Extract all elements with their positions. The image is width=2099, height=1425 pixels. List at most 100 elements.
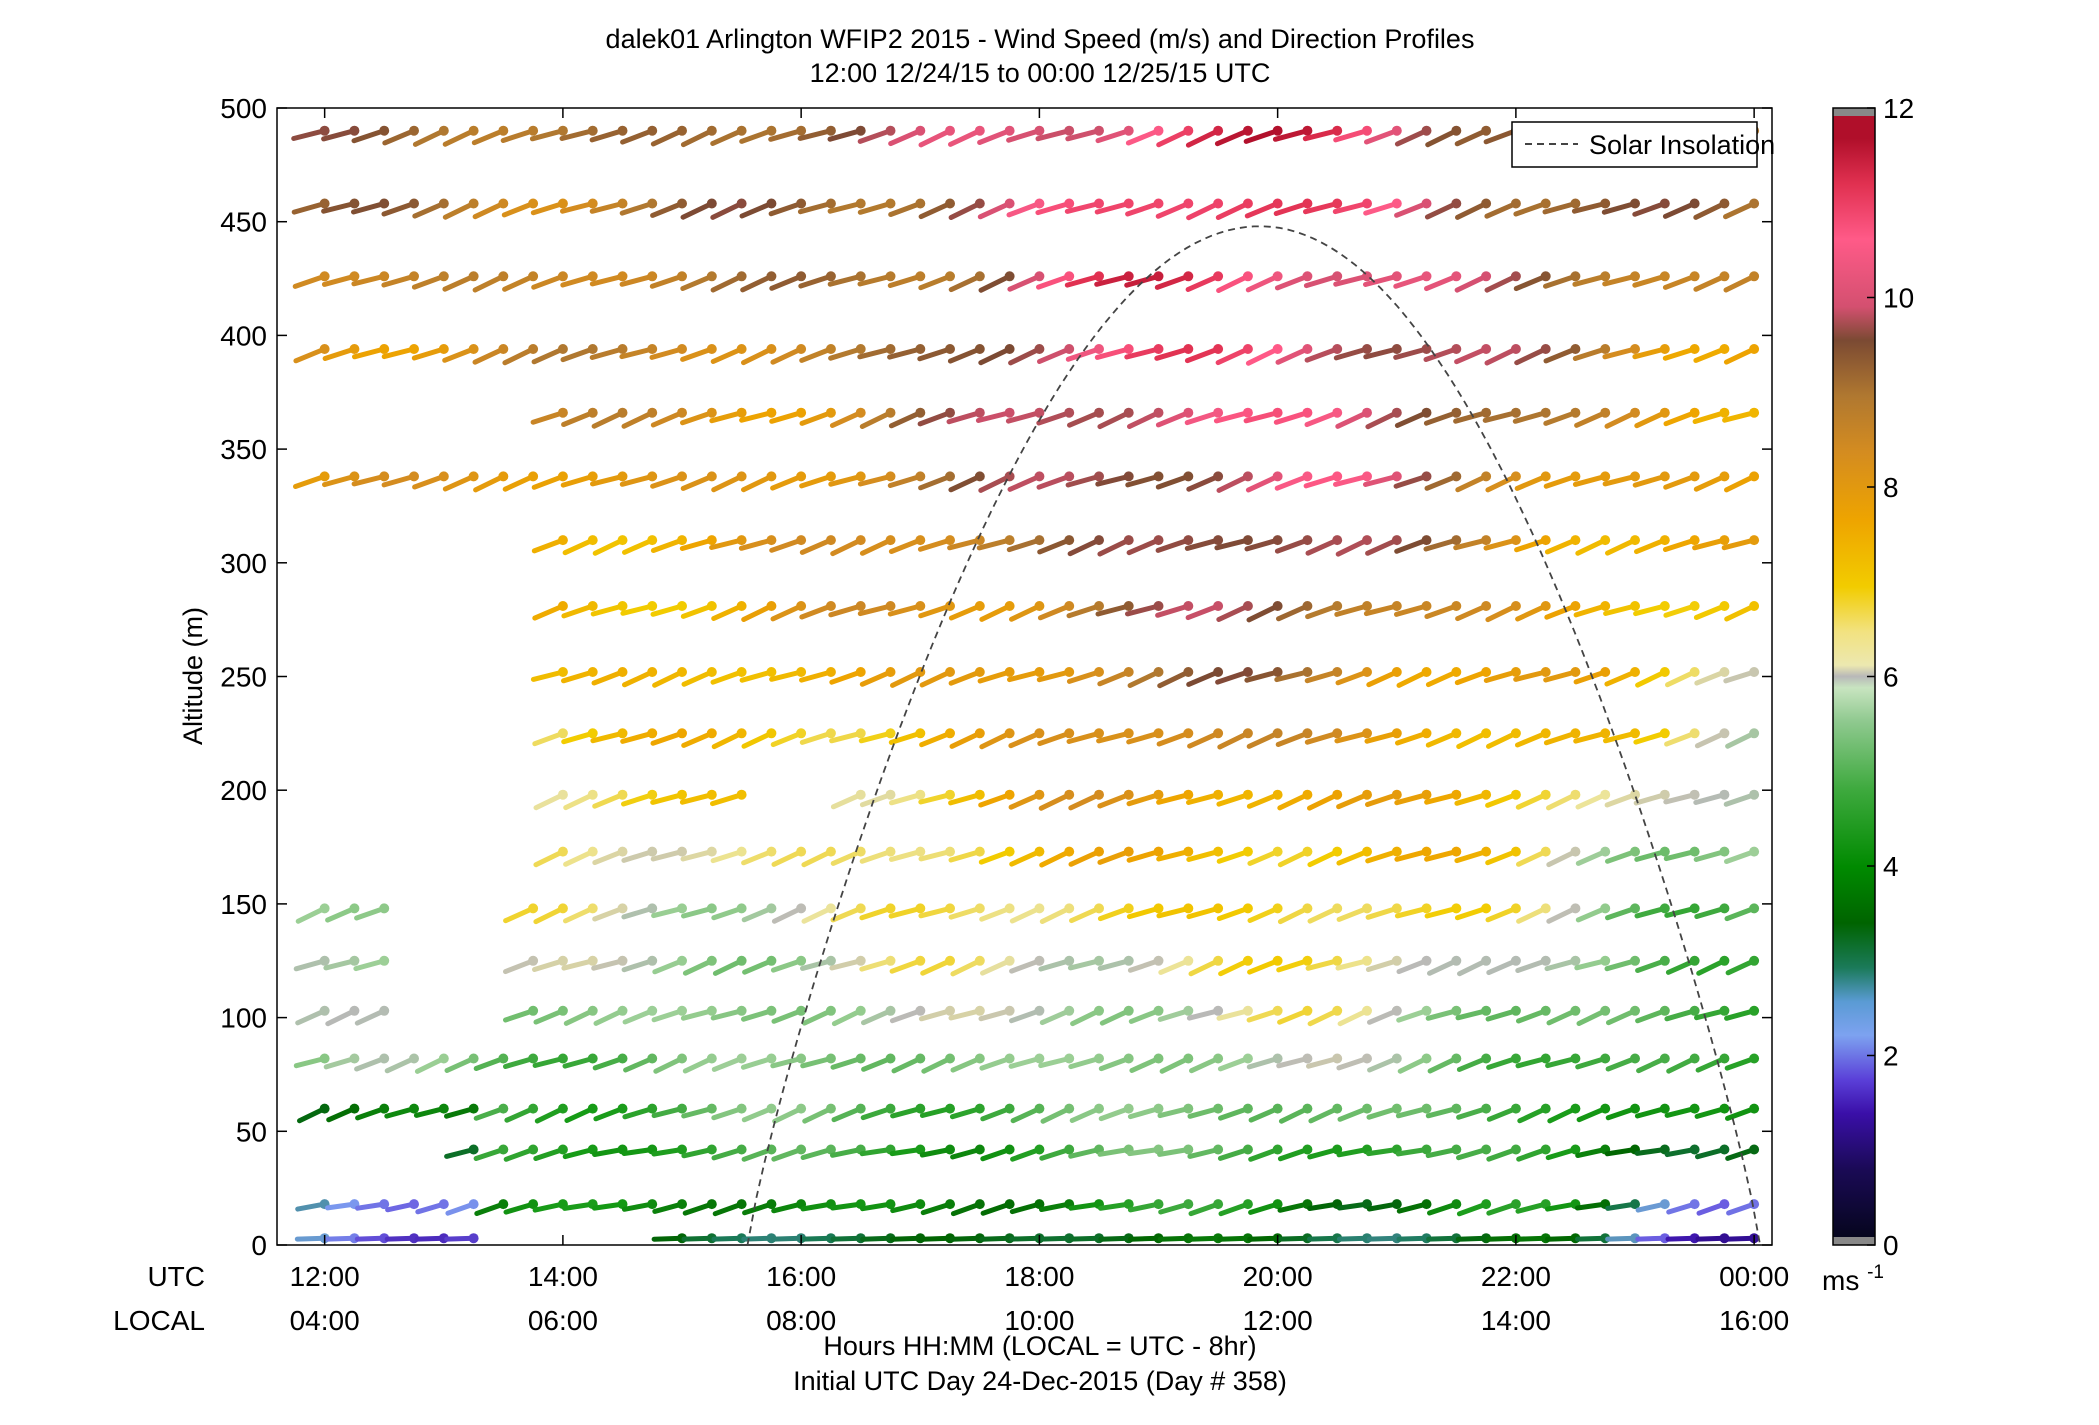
wind-barb-stick — [1632, 273, 1668, 288]
wind-barb-stick — [1693, 473, 1727, 492]
wind-barb-stick — [1156, 905, 1191, 919]
wind-barb-dot — [1332, 1005, 1343, 1016]
wind-barb-stick — [1275, 730, 1310, 747]
wind-barb-dot — [1570, 407, 1581, 418]
wind-barb-stick — [650, 792, 685, 805]
wind-barb-dot — [349, 125, 360, 136]
wind-barb-stick — [799, 537, 834, 555]
wind-barb-dot — [1362, 728, 1372, 739]
wind-barb-dot — [945, 846, 955, 857]
wind-barb-stick — [472, 346, 506, 365]
wind-barb-stick — [946, 410, 983, 425]
wind-barb-stick — [473, 473, 506, 493]
wind-barb-stick — [1243, 128, 1281, 144]
wind-barb-stick — [918, 201, 953, 220]
wind-barb-dot — [1749, 789, 1760, 800]
wind-barb-stick — [650, 730, 685, 746]
wind-barb-dot — [617, 789, 628, 800]
wind-barb-dot — [379, 198, 390, 209]
wind-barb-stick — [741, 730, 774, 749]
wind-barb-stick — [1364, 730, 1400, 744]
wind-barb-dot — [796, 601, 807, 611]
wind-barb-stick — [1277, 905, 1310, 925]
wind-barb-dot — [319, 955, 330, 966]
wind-barb-dot — [885, 1053, 896, 1064]
wind-barb-dot — [796, 344, 807, 354]
wind-barb-dot — [1034, 728, 1045, 739]
wind-barb-dot — [915, 789, 926, 800]
wind-barb-dot — [855, 125, 866, 136]
wind-barb-stick — [917, 537, 953, 552]
wind-barb-dot — [1213, 601, 1224, 611]
wind-barb-dot — [1540, 728, 1551, 739]
wind-barb-stick — [1125, 603, 1161, 617]
wind-barb-dot — [1272, 601, 1283, 611]
wind-barb-dot — [1213, 407, 1224, 418]
wind-barb-dot — [1094, 667, 1104, 677]
wind-barb-dot — [736, 535, 747, 546]
wind-barb-stick — [562, 537, 596, 556]
wind-barb-dot — [1719, 1199, 1730, 1210]
wind-barb-dot — [1332, 535, 1343, 546]
wind-barb-dot — [468, 344, 479, 354]
wind-barb-dot — [915, 728, 926, 739]
wind-barb-dot — [1570, 1144, 1581, 1155]
wind-barb-dot — [557, 728, 568, 739]
wind-barb-stick — [1094, 273, 1132, 287]
wind-barb-stick — [1424, 473, 1459, 491]
wind-barb-dot — [945, 344, 955, 354]
wind-barb-stick — [382, 128, 417, 146]
wind-barb-dot — [1689, 1053, 1700, 1064]
wind-barb-dot — [1510, 198, 1521, 209]
wind-barb-dot — [557, 344, 568, 354]
wind-barb-stick — [1423, 537, 1459, 552]
wind-barb-dot — [587, 198, 598, 209]
wind-barb-stick — [1723, 273, 1757, 293]
wind-barb-dot — [1481, 955, 1492, 966]
wind-barb-dot — [1630, 535, 1640, 546]
wind-barb-stick — [680, 346, 715, 362]
wind-barb-stick — [1244, 201, 1281, 219]
wind-barb-dot — [1242, 1144, 1253, 1155]
wind-barb-dot — [409, 271, 419, 282]
wind-barb-stick — [1216, 905, 1251, 921]
wind-barb-stick — [1334, 730, 1370, 744]
wind-barb-dot — [1153, 535, 1164, 546]
wind-barb-stick — [1185, 128, 1221, 148]
wind-barb-stick — [1305, 603, 1340, 620]
wind-barb-stick — [533, 849, 566, 868]
wind-barb-dot — [1362, 1053, 1372, 1064]
wind-barb-dot — [1481, 1199, 1492, 1210]
wind-barb-stick — [1455, 473, 1489, 493]
wind-barb-dot — [1689, 1199, 1700, 1210]
wind-barb-dot — [647, 344, 658, 354]
wind-barb-stick — [1037, 730, 1072, 746]
wind-barb-dot — [587, 903, 598, 914]
wind-barb-dot — [438, 125, 449, 136]
wind-barb-stick — [829, 730, 864, 744]
wind-barb-dot — [1510, 728, 1521, 739]
wind-barb-dot — [1183, 535, 1194, 546]
wind-barb-stick — [592, 537, 625, 556]
x-tick-label-utc: 22:00 — [1481, 1261, 1551, 1292]
wind-barb-stick — [947, 537, 983, 551]
wind-barb-dot — [557, 1053, 568, 1064]
wind-barb-dot — [825, 1103, 836, 1114]
wind-barb-stick — [1604, 410, 1638, 429]
wind-barb-stick — [1543, 410, 1578, 426]
wind-barb-stick — [531, 346, 566, 365]
wind-barb-stick — [1572, 346, 1608, 361]
wind-barb-stick — [412, 128, 447, 147]
wind-barb-stick — [1274, 669, 1310, 683]
wind-barb-stick — [1302, 128, 1340, 142]
wind-barb-dot — [557, 407, 568, 418]
wind-barb-stick — [561, 410, 596, 427]
wind-barb-dot — [706, 535, 717, 546]
wind-barb-dot — [1421, 601, 1432, 611]
wind-barb-dot — [855, 903, 866, 914]
wind-barb-stick — [1513, 669, 1549, 682]
wind-barb-dot — [587, 846, 598, 857]
wind-barb-dot — [1481, 407, 1492, 418]
wind-barb-stick — [948, 792, 983, 806]
wind-barb-stick — [857, 603, 893, 617]
